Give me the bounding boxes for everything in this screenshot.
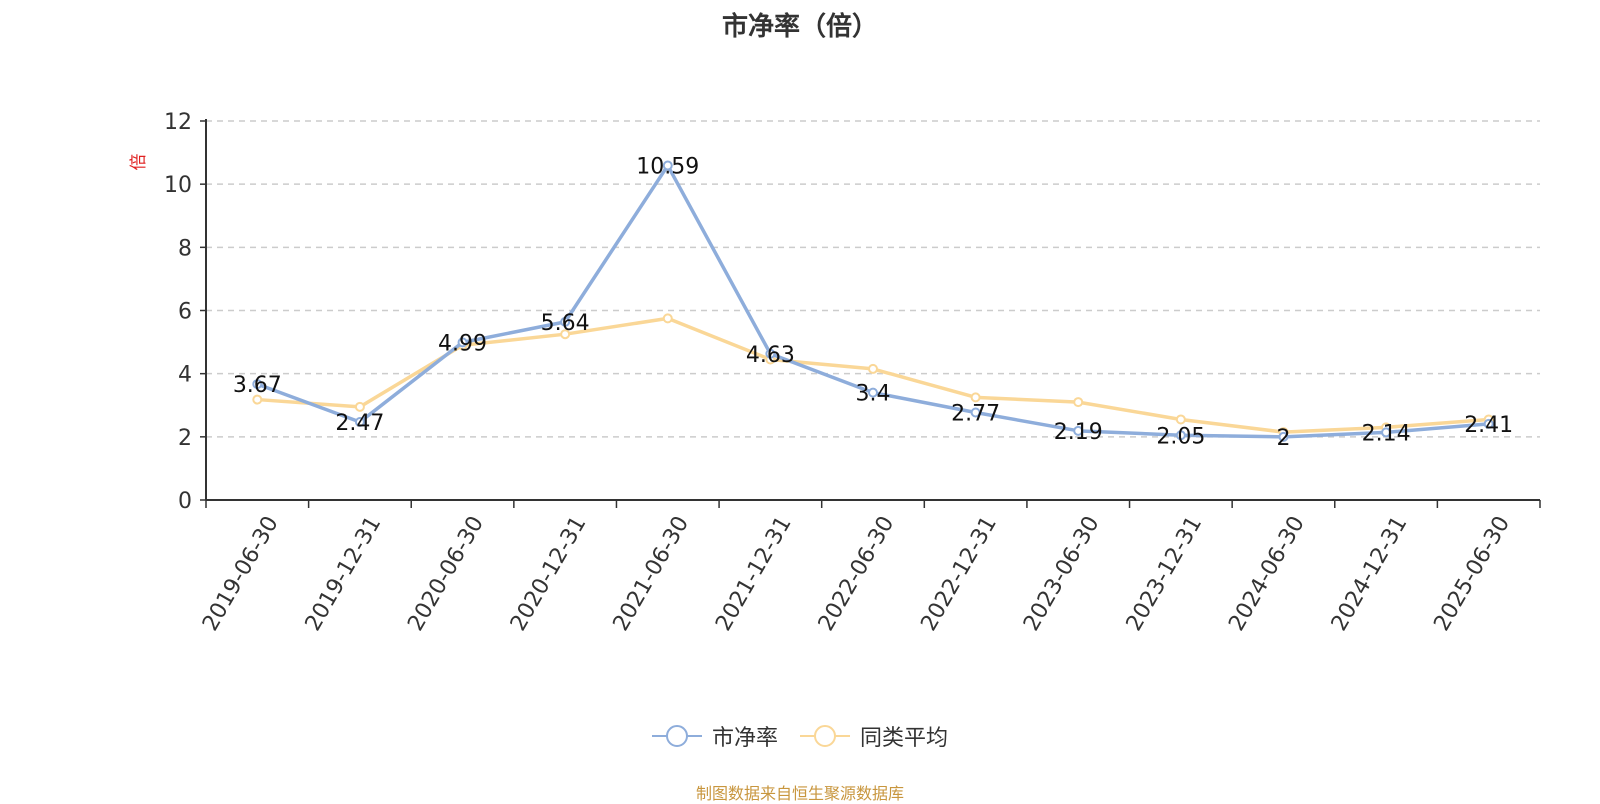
data-point-peer-average [868, 363, 878, 374]
data-point-pb [560, 316, 571, 327]
data-label-pb: 2 [1276, 426, 1290, 451]
legend-label-peer-average: 同类平均 [860, 726, 949, 751]
data-label-pb: 2.41 [1464, 413, 1513, 438]
data-point-peer-average [560, 329, 571, 340]
axes: 0 2 4 6 8 10 12 倍 2019-06-30 2019-12-31 2020-06-30… [129, 110, 1541, 635]
x-tick-label: 2023-06-30 [1019, 512, 1105, 635]
data-label-pb: 3.4 [856, 382, 891, 407]
x-tick-label: 2024-12-31 [1327, 512, 1413, 635]
data-point-pb [354, 416, 365, 427]
data-label-pb: 2.19 [1054, 420, 1103, 445]
x-tick-label: 2020-12-31 [506, 512, 592, 635]
series-lines [252, 160, 1494, 442]
x-tick-label: 2025-06-30 [1429, 512, 1515, 635]
data-label-pb: 4.63 [746, 343, 795, 368]
data-point-peer-average [252, 394, 263, 405]
x-tick-label: 2024-06-30 [1224, 512, 1310, 635]
y-tick-label: 2 [178, 426, 192, 451]
data-label-pb: 2.47 [335, 411, 384, 436]
y-tick-label: 4 [178, 363, 192, 388]
x-tick-label: 2021-06-30 [609, 512, 695, 635]
x-tick-label: 2023-12-31 [1122, 512, 1208, 635]
y-tick-label: 10 [164, 173, 192, 198]
data-label-pb: 2.05 [1156, 424, 1205, 449]
data-point-pb [868, 387, 878, 398]
y-tick-label: 12 [164, 110, 192, 135]
x-tick-label: 2020-06-30 [403, 512, 489, 635]
chart-title: 市净率（倍） [721, 12, 878, 42]
data-label-pb: 2.77 [951, 402, 1000, 427]
y-tick-label: 8 [178, 236, 192, 261]
data-point-pb [765, 348, 776, 359]
data-point-pb [252, 379, 263, 390]
y-axis-unit-label: 倍 [129, 154, 149, 171]
legend-marker-pb [651, 725, 702, 747]
data-point-peer-average [970, 392, 981, 403]
grid-lines [206, 120, 1540, 438]
data-point-peer-average [354, 401, 365, 412]
legend: 市净率 同类平均 [0, 720, 1600, 752]
data-label-pb: 4.99 [438, 331, 487, 356]
data-point-peer-average [1175, 414, 1186, 425]
x-tick-label: 2019-06-30 [198, 512, 284, 635]
data-label-pb: 2.14 [1362, 421, 1411, 446]
data-point-pb [1381, 427, 1392, 438]
data-label-pb: 5.64 [541, 311, 590, 336]
data-point-pb [1483, 418, 1494, 429]
data-point-pb [662, 160, 673, 171]
y-tick-label: 6 [178, 300, 192, 325]
legend-label-pb: 市净率 [711, 726, 778, 751]
x-tick-label: 2019-12-31 [301, 512, 387, 635]
data-point-pb [1175, 430, 1186, 441]
data-point-pb [1073, 425, 1084, 436]
data-label-pb: 10.59 [636, 155, 699, 180]
legend-marker-peer-average [800, 725, 850, 747]
source-note: 制图数据来自恒生聚源数据库 [695, 784, 904, 803]
data-point-peer-average [662, 313, 673, 324]
data-point-peer-average [1073, 397, 1084, 408]
data-point-pb [970, 407, 981, 418]
data-label-pb: 3.67 [233, 373, 282, 398]
legend-item-pb[interactable]: 市净率 [651, 720, 778, 752]
x-tick-label: 2021-12-31 [711, 512, 797, 635]
x-tick-label: 2022-12-31 [916, 512, 1002, 635]
legend-item-peer-average[interactable]: 同类平均 [800, 720, 948, 752]
data-point-pb [457, 337, 468, 348]
data-point-pb [1278, 431, 1289, 442]
data-labels: 3.67 2.47 4.99 5.64 10.59 4.63 3.4 2.77 2.19 2.05… [233, 155, 1513, 451]
y-tick-label: 0 [178, 489, 192, 514]
x-tick-label: 2022-06-30 [814, 512, 900, 635]
